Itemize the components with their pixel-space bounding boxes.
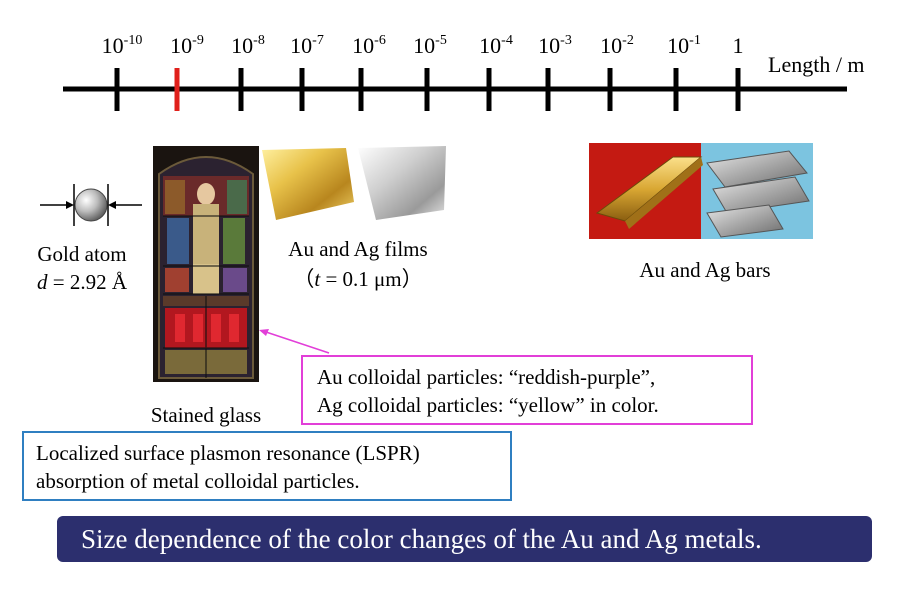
metal-films-image bbox=[262, 146, 446, 220]
atom-arrowhead-right bbox=[108, 201, 116, 209]
scale-label-1e-10: 10-10 bbox=[101, 33, 143, 58]
scale-label-1e-9: 10-9 bbox=[170, 33, 204, 58]
scale-label-1e-6: 10-6 bbox=[352, 33, 386, 58]
silver-film bbox=[358, 146, 446, 220]
gold-atom-diagram bbox=[40, 184, 142, 226]
scale-label-1: 1 bbox=[732, 33, 744, 58]
lspr-line-1: Localized surface plasmon resonance (LSP… bbox=[36, 441, 420, 465]
metal-bars-image bbox=[589, 143, 813, 239]
films-label: Au and Ag films bbox=[288, 237, 428, 261]
bars-label: Au and Ag bars bbox=[639, 258, 771, 282]
gold-atom-diameter: d = 2.92 Å bbox=[36, 270, 127, 294]
films-thickness: （t = 0.1 μm） bbox=[293, 267, 423, 291]
pointer-arrow bbox=[259, 329, 330, 354]
scale-label-1e-7: 10-7 bbox=[290, 33, 324, 58]
gold-atom-label: Gold atom bbox=[37, 242, 127, 266]
stained-glass-image bbox=[153, 146, 259, 382]
lspr-box: Localized surface plasmon resonance (LSP… bbox=[22, 431, 512, 501]
scale-label-1e-5: 10-5 bbox=[413, 33, 447, 58]
scale-label-1e-4: 10-4 bbox=[479, 33, 513, 58]
silver-bars bbox=[706, 150, 810, 238]
scale-label-1e-8: 10-8 bbox=[231, 33, 265, 58]
lspr-line-2: absorption of metal colloidal particles. bbox=[36, 469, 360, 493]
colloid-color-box: Au colloidal particles: “reddish-purple”… bbox=[301, 355, 753, 425]
summary-banner: Size dependence of the color changes of … bbox=[57, 516, 872, 562]
scale-axis-graphic bbox=[63, 68, 847, 111]
scale-axis-title: Length / m bbox=[768, 52, 865, 77]
scale-label-1e-3: 10-3 bbox=[538, 33, 572, 58]
stained-glass-label: Stained glass bbox=[150, 403, 262, 427]
gold-atom-sphere bbox=[74, 188, 108, 222]
colloid-ag-text: Ag colloidal particles: “yellow” in colo… bbox=[317, 393, 659, 417]
atom-arrowhead-left bbox=[66, 201, 74, 209]
gold-film bbox=[262, 148, 354, 220]
scale-label-1e-1: 10-1 bbox=[667, 33, 701, 58]
colloid-au-text: Au colloidal particles: “reddish-purple”… bbox=[317, 365, 656, 389]
scale-label-1e-2: 10-2 bbox=[600, 33, 634, 58]
